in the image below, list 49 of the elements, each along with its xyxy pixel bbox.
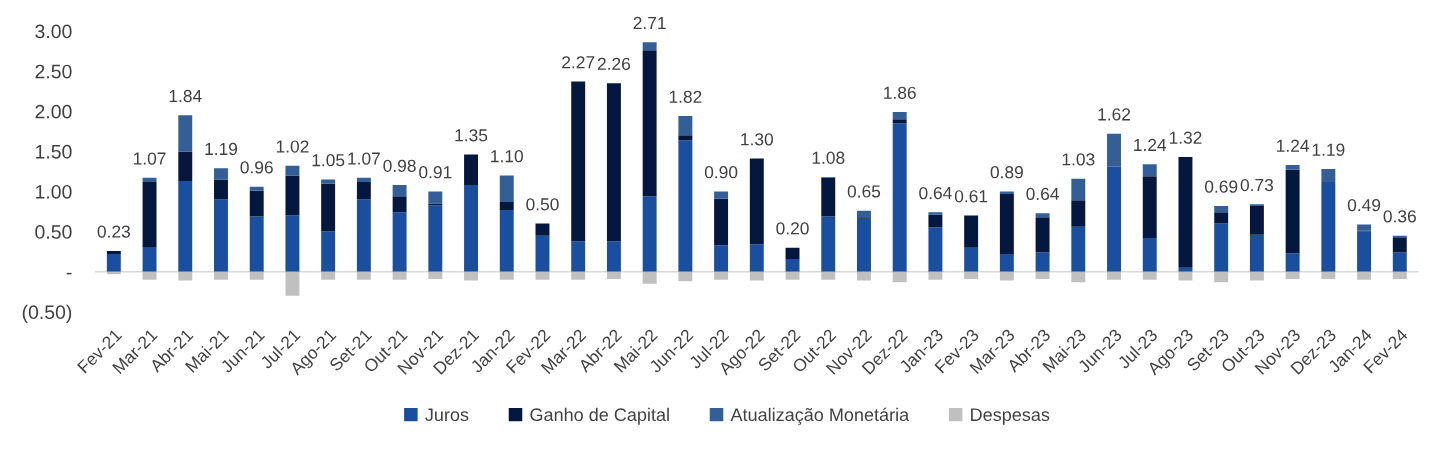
total-label: 1.19 <box>205 142 238 156</box>
total-label: 2.71 <box>633 16 666 29</box>
total-label: 0.64 <box>1026 187 1059 201</box>
total-label: 0.20 <box>776 222 809 235</box>
legend-label: Atualização Monetária <box>730 407 910 425</box>
total-label: 0.23 <box>97 225 130 238</box>
total-label: 0.36 <box>1383 210 1416 223</box>
total-label: 1.62 <box>1098 108 1131 121</box>
total-label: 0.65 <box>847 185 881 198</box>
y-tick-label: 1.50 <box>35 144 72 159</box>
total-label: 1.05 <box>312 154 345 167</box>
total-label: 0.61 <box>954 190 988 203</box>
total-label: 1.35 <box>455 129 488 142</box>
total-label: 0.69 <box>1204 180 1238 193</box>
total-label: 1.19 <box>1312 143 1345 156</box>
legend-label: Ganho de Capital <box>530 407 669 425</box>
y-tick-label: 1.00 <box>35 184 72 199</box>
total-label: 1.10 <box>491 150 523 163</box>
total-label: 2.27 <box>562 56 595 69</box>
total-label: 0.49 <box>1347 198 1381 212</box>
y-tick-label: 2.50 <box>35 64 72 79</box>
y-tick-label: (0.50) <box>22 304 72 323</box>
total-label: 0.64 <box>919 186 952 200</box>
total-label: 1.86 <box>884 86 916 99</box>
total-label: 1.84 <box>169 89 202 103</box>
total-label: 1.30 <box>741 133 774 146</box>
legend-label: Despesas <box>971 408 1050 425</box>
total-label: 0.73 <box>1240 178 1274 192</box>
total-label: 1.07 <box>348 152 380 165</box>
total-label: 0.91 <box>419 166 452 179</box>
total-label: 1.32 <box>1169 131 1202 144</box>
legend-label: Juros <box>425 408 469 422</box>
total-label: 1.24 <box>1277 139 1310 152</box>
y-tick-label: 0.50 <box>35 225 72 239</box>
total-label: 1.03 <box>1062 153 1095 166</box>
total-label: 2.26 <box>597 57 631 71</box>
y-tick-label: 3.00 <box>35 24 72 39</box>
y-tick-label: - <box>66 272 72 275</box>
total-label: 0.89 <box>990 166 1023 179</box>
total-label: 1.24 <box>1134 138 1167 151</box>
total-label: 1.07 <box>133 152 166 165</box>
total-label: 0.50 <box>526 198 559 211</box>
total-label: 0.90 <box>704 166 738 179</box>
total-label: 1.08 <box>812 151 845 164</box>
total-label: 0.98 <box>383 159 416 172</box>
total-label: 1.02 <box>276 140 309 153</box>
y-tick-label: 2.00 <box>35 104 72 119</box>
total-label: 1.82 <box>669 90 702 103</box>
total-label: 0.96 <box>240 161 273 174</box>
